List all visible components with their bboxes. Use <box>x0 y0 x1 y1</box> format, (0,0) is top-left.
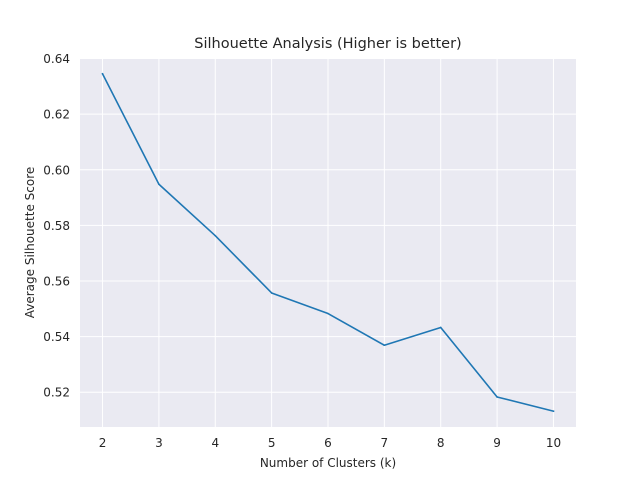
data-point <box>327 312 329 315</box>
x-tick-label: 9 <box>493 436 501 450</box>
data-point <box>158 183 160 186</box>
data-point <box>101 73 104 75</box>
x-tick-label: 5 <box>268 436 276 450</box>
x-axis-ticks: 2 3 4 5 6 7 8 9 10 <box>99 436 561 450</box>
x-tick-label: 6 <box>324 436 332 450</box>
chart-title: Silhouette Analysis (Higher is better) <box>194 36 461 52</box>
y-tick-label: 0.64 <box>43 52 70 66</box>
data-point <box>270 292 273 294</box>
y-axis-label: Average Silhouette Score <box>23 167 37 319</box>
data-point <box>439 326 442 329</box>
x-tick-label: 10 <box>546 436 561 450</box>
x-tick-label: 8 <box>437 436 445 450</box>
data-point <box>552 410 555 412</box>
x-tick-label: 7 <box>381 436 389 450</box>
y-tick-label: 0.56 <box>43 275 70 289</box>
x-axis-label: Number of Clusters (k) <box>260 456 396 470</box>
y-tick-label: 0.60 <box>43 163 70 177</box>
y-tick-label: 0.54 <box>43 330 70 344</box>
y-tick-label: 0.58 <box>43 219 70 233</box>
data-point <box>214 234 217 237</box>
y-tick-label: 0.62 <box>43 108 70 122</box>
series-layer <box>101 72 555 413</box>
x-tick-label: 4 <box>211 436 219 450</box>
x-tick-label: 3 <box>155 436 163 450</box>
data-point <box>496 396 498 398</box>
y-axis-ticks: 0.52 0.54 0.56 0.58 0.60 0.62 0.64 <box>43 52 70 400</box>
x-tick-label: 2 <box>99 436 107 450</box>
data-point <box>383 344 386 347</box>
y-tick-label: 0.52 <box>43 386 70 400</box>
